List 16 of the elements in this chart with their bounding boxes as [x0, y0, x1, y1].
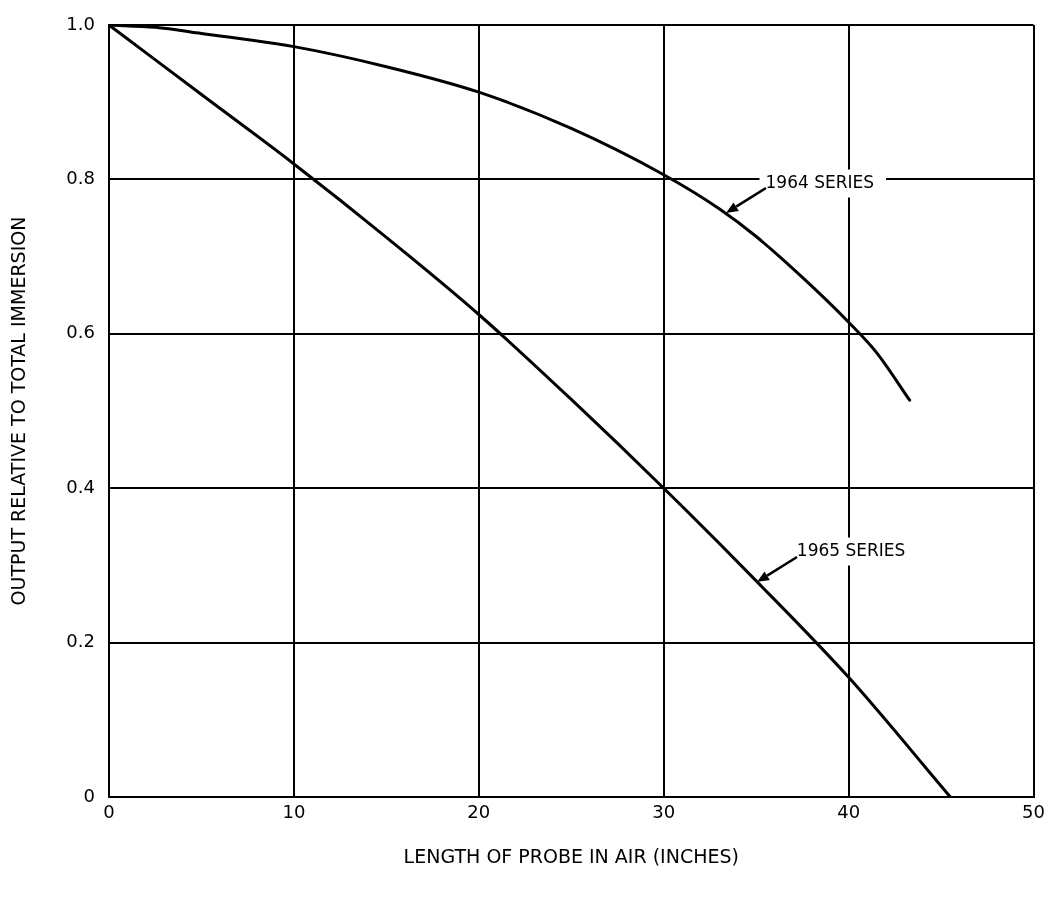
- x-tick-label: 50: [1022, 801, 1045, 823]
- y-tick-label: 1.0: [66, 12, 95, 34]
- y-axis-title: OUTPUT RELATIVE TO TOTAL IMMERSION: [7, 216, 30, 606]
- x-tick-label: 10: [282, 801, 306, 823]
- x-tick-label: 0: [103, 801, 115, 823]
- x-tick-label: 40: [837, 801, 861, 823]
- text: 1964 SERIES: [765, 171, 875, 192]
- x-axis-title: LENGTH OF PROBE IN AIR (INCHES): [403, 844, 739, 867]
- x-tick-label: 30: [652, 801, 676, 823]
- y-tick-label: 0.4: [66, 475, 95, 497]
- text: 1965 SERIES: [796, 539, 906, 560]
- y-tick-label: 0: [83, 784, 95, 806]
- y-tick-label: 0.2: [66, 630, 95, 652]
- x-tick-label: 20: [467, 801, 491, 823]
- y-tick-label: 0.6: [66, 321, 95, 343]
- y-tick-label: 0.8: [66, 167, 95, 189]
